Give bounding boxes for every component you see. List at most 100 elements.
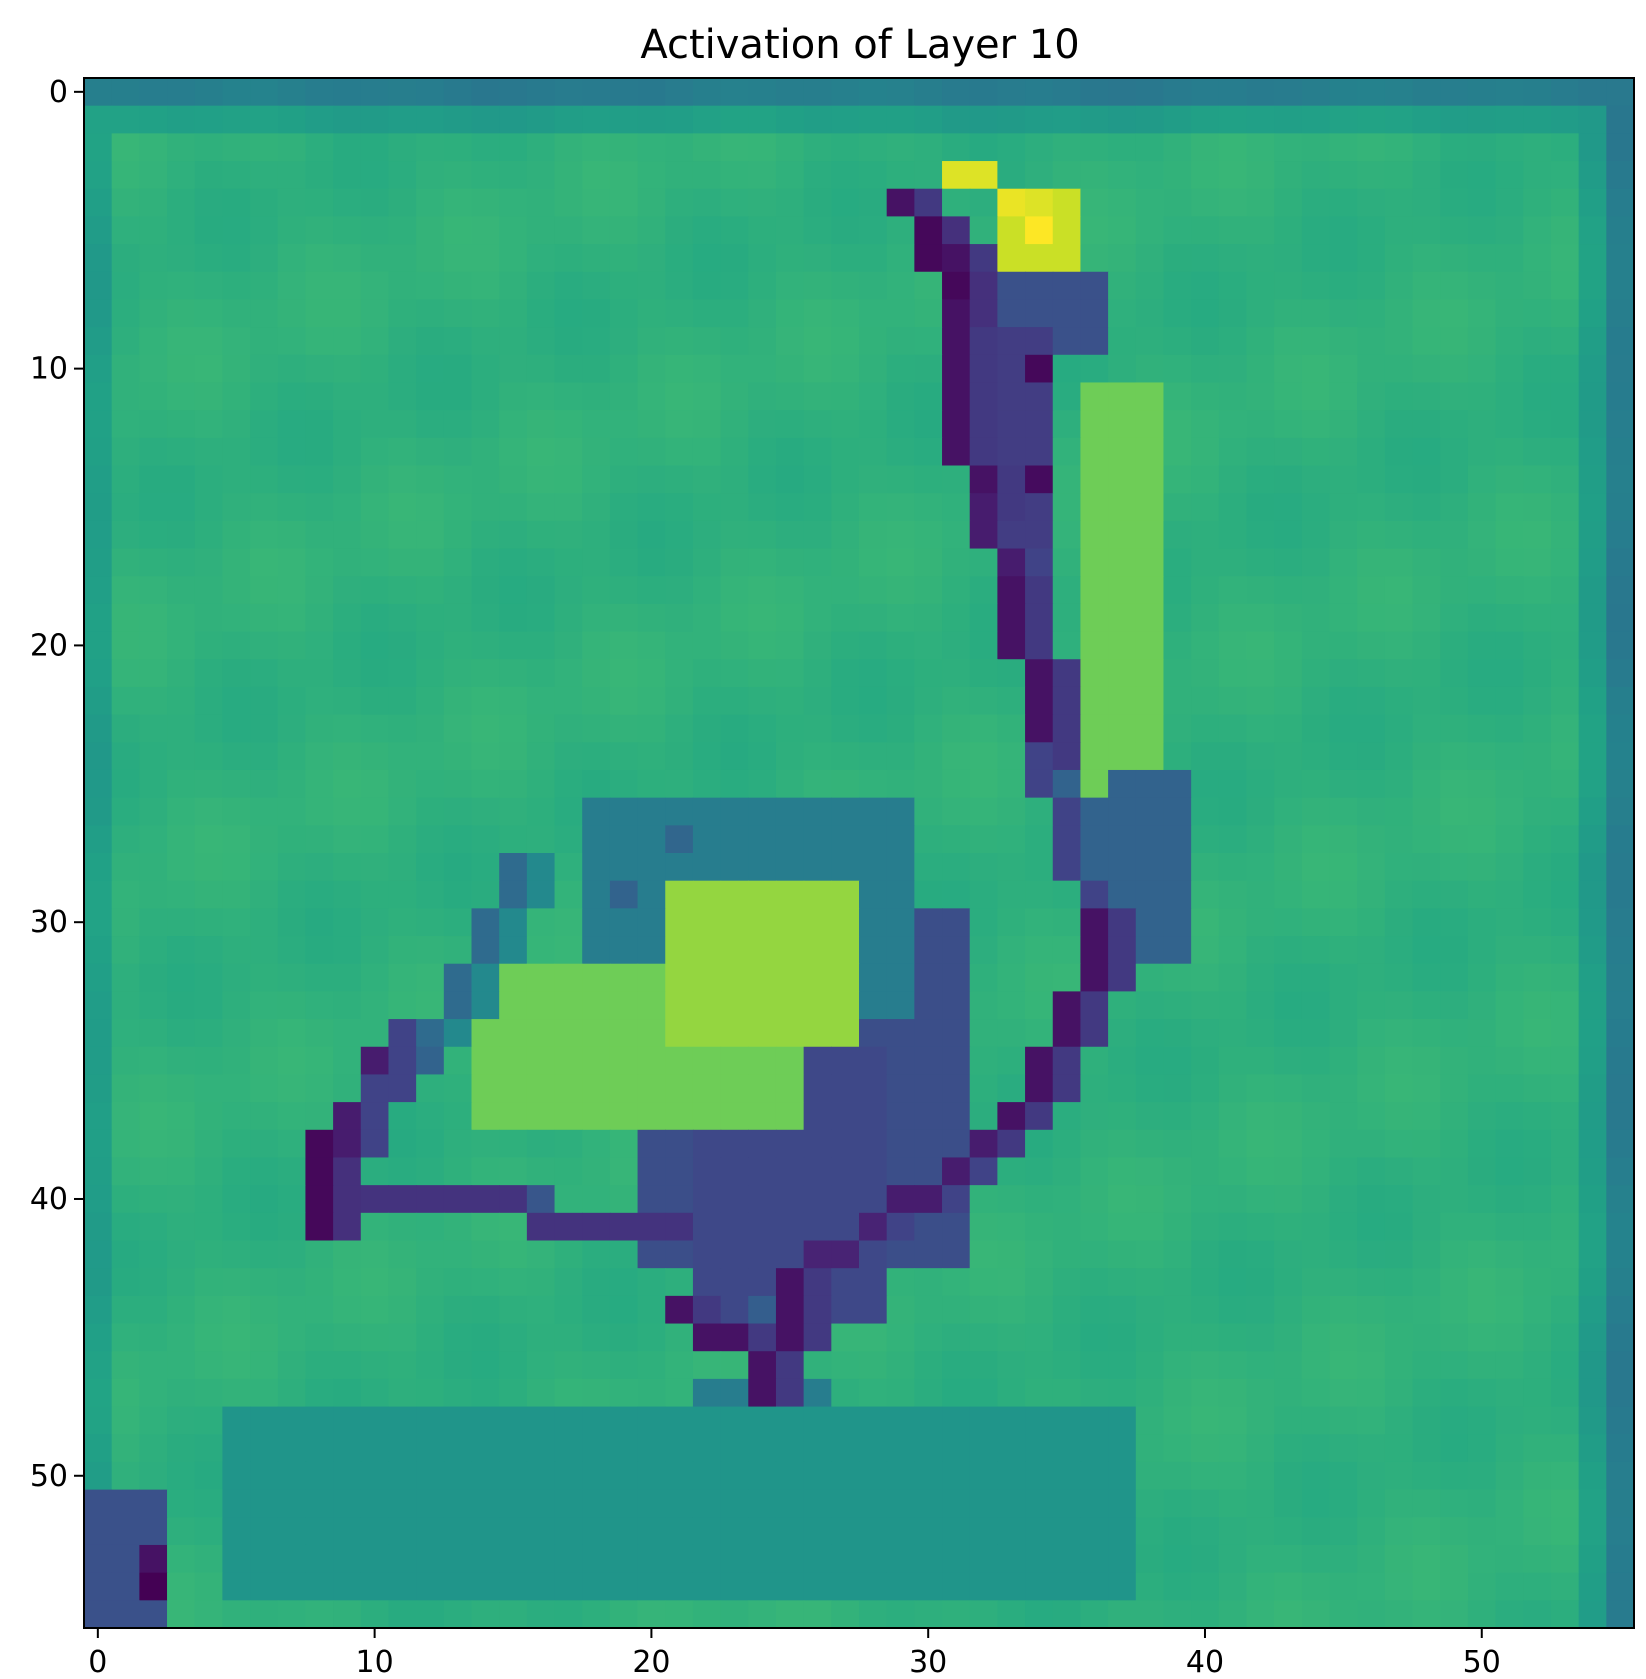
heatmap-cell — [1108, 1544, 1137, 1574]
heatmap-cell — [997, 991, 1026, 1020]
heatmap-cell — [1218, 327, 1248, 356]
heatmap-cell — [360, 880, 390, 909]
heatmap-cell — [1384, 991, 1414, 1020]
heatmap-cell — [1467, 244, 1497, 273]
heatmap-cell — [748, 520, 777, 550]
heatmap-cell — [1135, 1517, 1165, 1546]
heatmap-cell — [831, 714, 860, 743]
heatmap-cell — [1606, 548, 1635, 577]
heatmap-cell — [748, 880, 777, 909]
heatmap-cell — [1301, 991, 1331, 1020]
heatmap-cell — [111, 1212, 140, 1242]
heatmap-cell — [1578, 631, 1607, 660]
heatmap-cell — [526, 1268, 556, 1297]
heatmap-cell — [1025, 216, 1054, 245]
heatmap-cell — [84, 1517, 113, 1546]
heatmap-cell — [665, 1157, 694, 1186]
heatmap-cell — [305, 1572, 334, 1601]
heatmap-cell — [222, 216, 251, 245]
heatmap-cell — [1384, 354, 1414, 384]
heatmap-cell — [1025, 244, 1054, 273]
heatmap-cell — [1440, 686, 1469, 716]
heatmap-cell — [997, 742, 1026, 771]
heatmap-cell — [305, 963, 334, 992]
x-axis: 0 10 20 30 40 50 — [88, 1628, 1501, 1679]
heatmap-cell — [360, 327, 390, 356]
heatmap-cell — [416, 244, 445, 273]
heatmap-cell — [1384, 963, 1414, 992]
heatmap-cell — [111, 161, 140, 190]
heatmap-cell — [1384, 271, 1414, 301]
heatmap-cell — [471, 769, 500, 799]
heatmap-cell — [1080, 686, 1109, 716]
heatmap-cell — [1052, 603, 1082, 633]
heatmap-cell — [1550, 1240, 1580, 1269]
heatmap-cell — [1384, 465, 1414, 494]
heatmap-cell — [222, 631, 251, 660]
heatmap-cell — [360, 1129, 390, 1159]
heatmap-cell — [84, 78, 113, 107]
heatmap-cell — [222, 686, 251, 716]
heatmap-cell — [831, 133, 860, 162]
heatmap-cell — [554, 1517, 583, 1546]
heatmap-cell — [360, 936, 390, 965]
heatmap-cell — [1329, 271, 1358, 301]
heatmap-cell — [886, 1434, 915, 1463]
heatmap-cell — [831, 1185, 860, 1214]
heatmap-cell — [84, 327, 113, 356]
heatmap-cell — [250, 825, 279, 854]
heatmap-cell — [250, 1323, 279, 1352]
heatmap-cell — [637, 133, 666, 162]
heatmap-cell — [886, 410, 915, 439]
heatmap-cell — [720, 299, 749, 328]
heatmap-cell — [609, 161, 639, 190]
heatmap-cell — [1523, 1129, 1552, 1159]
heatmap-cell — [1080, 1295, 1109, 1325]
heatmap-cell — [720, 603, 749, 633]
heatmap-cell — [692, 1102, 722, 1131]
heatmap-cell — [1578, 1351, 1607, 1380]
heatmap-cell — [1357, 1240, 1386, 1269]
heatmap-cell — [554, 659, 583, 688]
heatmap-cell — [194, 354, 223, 384]
heatmap-cell — [1467, 1544, 1497, 1574]
heatmap-cell — [803, 1517, 832, 1546]
heatmap-cell — [886, 1185, 915, 1214]
heatmap-cell — [831, 216, 860, 245]
heatmap-cell — [637, 382, 666, 411]
heatmap-cell — [1274, 299, 1303, 328]
heatmap-cell — [748, 908, 777, 937]
heatmap-cell — [1301, 797, 1331, 826]
heatmap-cell — [720, 1295, 749, 1325]
heatmap-cell — [1550, 78, 1580, 107]
heatmap-cell — [1440, 1461, 1469, 1491]
heatmap-cell — [84, 1572, 113, 1601]
heatmap-cell — [360, 493, 390, 522]
heatmap-cell — [1606, 880, 1635, 909]
heatmap-cell — [250, 354, 279, 384]
heatmap-cell — [803, 1074, 832, 1103]
heatmap-cell — [1025, 991, 1054, 1020]
heatmap-cell — [167, 1157, 196, 1186]
heatmap-cell — [1495, 244, 1524, 273]
heatmap-cell — [914, 1461, 943, 1491]
heatmap-cell — [277, 327, 307, 356]
heatmap-cell — [388, 686, 417, 716]
heatmap-cell — [1578, 1600, 1607, 1629]
heatmap-cell — [167, 1351, 196, 1380]
heatmap-cell — [471, 1019, 500, 1048]
heatmap-cell — [139, 299, 168, 328]
heatmap-cell — [1301, 1185, 1331, 1214]
heatmap-cell — [305, 1517, 334, 1546]
heatmap-cell — [1080, 769, 1109, 799]
heatmap-cell — [1467, 1572, 1497, 1601]
heatmap-cell — [859, 603, 888, 633]
heatmap-cell — [803, 216, 832, 245]
heatmap-cell — [1080, 1600, 1109, 1629]
heatmap-cell — [942, 936, 971, 965]
heatmap-cell — [665, 133, 694, 162]
heatmap-cell — [803, 880, 832, 909]
heatmap-cell — [333, 216, 362, 245]
heatmap-cell — [1025, 1461, 1054, 1491]
